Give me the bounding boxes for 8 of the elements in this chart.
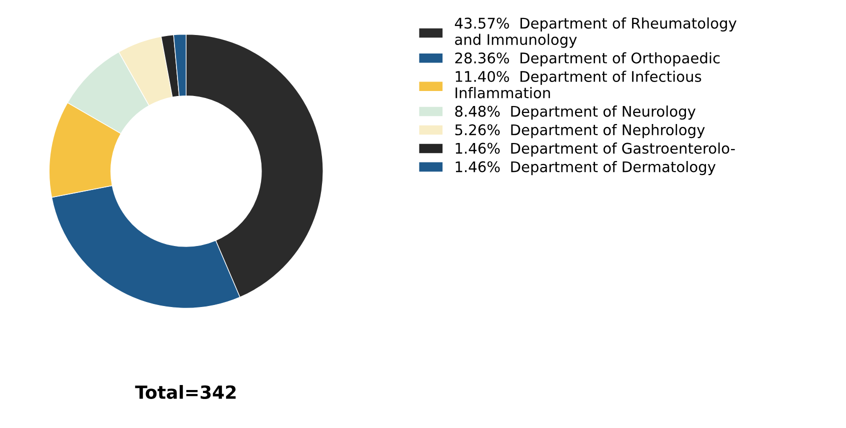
- legend-label: 1.46% Department of Dermatology: [456, 161, 716, 176]
- legend-label: 11.40% Department of Infectious Inflammation: [456, 70, 702, 98]
- legend-label: 8.48% Department of Neurology: [455, 106, 696, 120]
- text: Total=342: [135, 385, 236, 399]
- legend-label: 1.46% Department of Gastroenterolo-: [456, 142, 735, 157]
- legend-label: 28.36% Department of Orthopaedic: [455, 52, 720, 66]
- legend-label: 43.57% Department of Rheumatology and Immunology: [454, 17, 736, 48]
- legend-label: 5.26% Department of Nephrology: [455, 124, 705, 138]
